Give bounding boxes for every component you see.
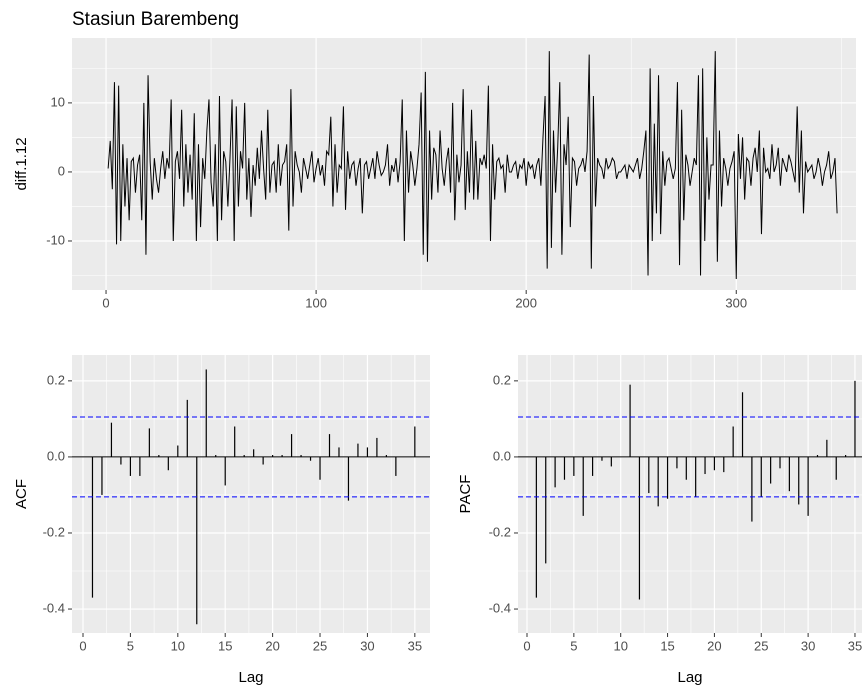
x-tick-label: 25 — [313, 638, 327, 653]
plot-area — [107, 51, 838, 279]
y-tick-label: 0.2 — [493, 372, 511, 387]
y-tick-label: 0.0 — [47, 448, 65, 463]
plot-area — [72, 369, 430, 625]
panel-background — [518, 355, 862, 633]
y-tick-label: 0.2 — [47, 372, 65, 387]
x-tick-label: 0 — [79, 638, 86, 653]
x-tick-label: 35 — [408, 638, 422, 653]
y-axis-title: PACF — [457, 475, 474, 514]
x-tick-label: 5 — [570, 638, 577, 653]
x-tick-label: 0 — [523, 638, 530, 653]
y-tick-label: -0.2 — [43, 524, 65, 539]
x-tick-label: 20 — [265, 638, 279, 653]
x-tick-label: 100 — [305, 295, 327, 310]
x-tick-label: 300 — [725, 295, 747, 310]
x-tick-label: 35 — [848, 638, 862, 653]
series-line — [107, 51, 838, 279]
x-tick-label: 5 — [127, 638, 134, 653]
chart-title: Stasiun Barembeng — [72, 9, 239, 30]
x-tick-label: 10 — [171, 638, 185, 653]
y-axis-title: diff.1.12 — [13, 137, 30, 190]
plot-area — [518, 380, 862, 600]
x-tick-label: 15 — [660, 638, 674, 653]
x-tick-label: 20 — [707, 638, 721, 653]
x-tick-label: 10 — [613, 638, 627, 653]
y-tick-label: 10 — [51, 94, 65, 109]
x-axis-title: Lag — [677, 669, 702, 686]
x-tick-label: 30 — [360, 638, 374, 653]
y-axis-title: ACF — [13, 479, 30, 509]
y-tick-label: -10 — [46, 232, 65, 247]
y-tick-label: -0.4 — [489, 600, 511, 615]
x-tick-label: 25 — [754, 638, 768, 653]
y-tick-label: 0.0 — [493, 448, 511, 463]
x-tick-label: 30 — [801, 638, 815, 653]
x-tick-label: 200 — [515, 295, 537, 310]
y-tick-label: 0 — [58, 163, 65, 178]
x-axis-title: Lag — [238, 669, 263, 686]
panel-background — [72, 355, 430, 633]
y-tick-label: -0.2 — [489, 524, 511, 539]
x-tick-label: 0 — [102, 295, 109, 310]
x-tick-label: 15 — [218, 638, 232, 653]
y-tick-label: -0.4 — [43, 600, 65, 615]
